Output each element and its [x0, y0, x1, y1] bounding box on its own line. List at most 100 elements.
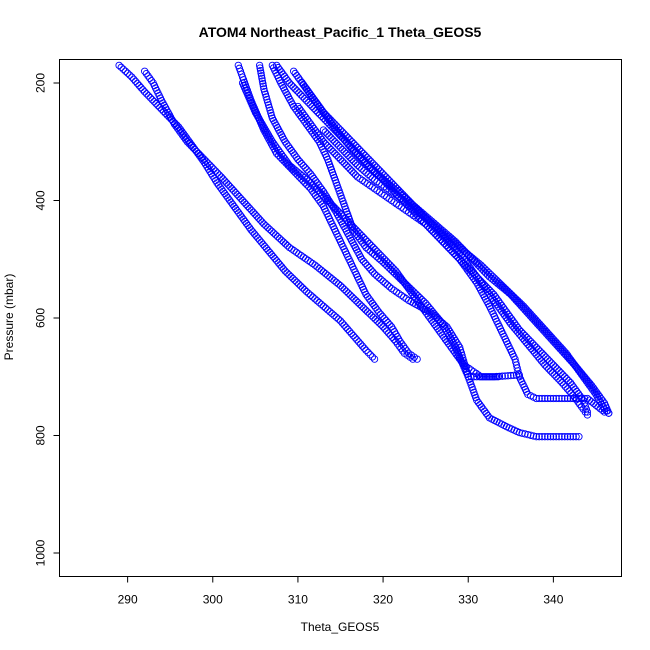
data-point — [224, 181, 233, 189]
data-point — [558, 433, 566, 441]
data-point — [500, 285, 509, 293]
data-point — [483, 271, 492, 279]
data-point — [402, 195, 411, 204]
data-point — [317, 266, 325, 274]
data-point — [555, 394, 563, 403]
data-point — [368, 183, 376, 191]
data-point — [235, 192, 243, 201]
data-point — [327, 200, 336, 209]
data-point — [366, 351, 374, 359]
data-point — [311, 295, 319, 303]
data-point — [324, 306, 332, 314]
data-point — [378, 312, 387, 320]
data-point — [342, 161, 350, 169]
data-point — [373, 306, 381, 314]
data-point — [470, 368, 478, 376]
data-point — [271, 255, 279, 263]
data-point — [532, 343, 540, 352]
data-point — [230, 187, 238, 195]
data-point — [477, 403, 486, 411]
data-point — [328, 309, 336, 318]
data-point — [313, 263, 321, 271]
data-point — [319, 302, 328, 310]
data-point — [366, 172, 374, 180]
data-point — [575, 433, 583, 441]
data-point — [361, 178, 369, 186]
data-point — [544, 365, 553, 373]
data-point — [441, 228, 449, 237]
data-point — [191, 145, 199, 154]
data-point — [381, 177, 389, 185]
data-point — [189, 143, 197, 152]
data-point — [320, 192, 328, 201]
data-point — [491, 373, 499, 381]
data-point — [496, 282, 504, 290]
data-point — [300, 95, 309, 103]
data-point — [130, 75, 138, 83]
data-point — [332, 278, 340, 286]
y-tick-label: 400 — [34, 190, 48, 210]
data-point — [208, 163, 216, 171]
data-point — [352, 226, 360, 234]
x-tick-label: 310 — [288, 593, 308, 607]
data-point — [424, 214, 432, 222]
data-point — [228, 185, 236, 193]
data-point — [434, 325, 442, 333]
data-point — [450, 249, 458, 258]
data-point — [286, 144, 294, 153]
data-point — [304, 289, 313, 298]
y-tick-label: 600 — [34, 308, 48, 328]
data-point — [566, 433, 575, 441]
data-point — [236, 211, 244, 219]
data-point — [219, 175, 227, 183]
data-point — [296, 170, 304, 178]
data-point — [348, 155, 356, 164]
data-point — [137, 83, 145, 92]
data-point — [455, 241, 463, 250]
data-point — [296, 157, 304, 166]
data-point — [336, 282, 345, 290]
data-point — [337, 210, 345, 218]
data-point — [278, 263, 286, 271]
data-point — [330, 276, 338, 285]
data-point — [474, 275, 483, 283]
data-point — [387, 284, 396, 293]
data-point — [291, 85, 299, 93]
data-point — [302, 96, 311, 105]
y-axis: 200 400 600 800 1000 — [34, 73, 60, 566]
data-point — [373, 186, 381, 195]
data-point — [525, 335, 533, 344]
data-point — [283, 140, 291, 148]
data-point — [504, 372, 512, 380]
data-point — [242, 200, 250, 209]
data-point — [457, 243, 465, 252]
data-point — [257, 238, 265, 246]
data-point — [384, 318, 392, 327]
data-point — [356, 175, 364, 183]
data-point — [362, 346, 370, 354]
data-point — [459, 259, 468, 267]
data-point — [364, 162, 373, 170]
data-point — [392, 200, 401, 208]
data-point — [397, 291, 405, 299]
data-point — [287, 146, 296, 155]
x-tick-label: 300 — [203, 593, 223, 607]
data-point — [358, 342, 367, 350]
data-point — [365, 263, 373, 272]
data-point — [419, 210, 428, 218]
data-point — [403, 347, 411, 355]
data-point — [380, 255, 389, 263]
data-point — [347, 144, 356, 153]
data-point — [481, 407, 489, 415]
data-point — [242, 219, 251, 228]
data-point — [568, 381, 576, 389]
data-point — [293, 72, 301, 80]
data-point — [139, 86, 147, 94]
data-point — [284, 142, 292, 150]
data-point — [344, 163, 352, 171]
data-point — [312, 185, 321, 193]
data-point — [463, 249, 471, 258]
data-point — [346, 153, 354, 162]
data-point — [436, 225, 445, 233]
data-point — [490, 276, 498, 285]
